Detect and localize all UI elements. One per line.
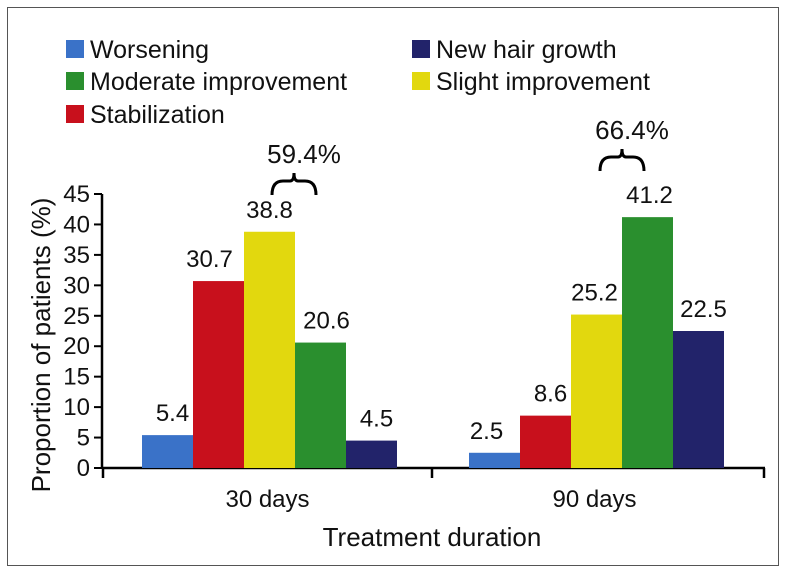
bar-value-label: 8.6: [534, 381, 567, 408]
bar: [622, 217, 673, 468]
x-tick-label: 90 days: [552, 486, 636, 513]
bar-value-label: 30.7: [186, 246, 233, 273]
legend-label: Moderate improvement: [90, 68, 347, 96]
legend: Worsening New hair growth Moderate improve…: [66, 36, 650, 129]
legend-label: Worsening: [90, 36, 209, 64]
bar: [346, 440, 397, 468]
bar: [244, 231, 295, 468]
bar: [673, 331, 724, 468]
y-tick-label: 0: [77, 455, 90, 482]
bar: [193, 281, 244, 468]
x-axis: 30 days 90 days: [101, 466, 766, 513]
y-tick-label: 30: [63, 272, 90, 299]
bar: [469, 452, 520, 468]
bar: [571, 314, 622, 468]
y-tick-label: 5: [77, 425, 90, 452]
annotation-brace: [270, 172, 318, 196]
legend-label: New hair growth: [436, 36, 617, 64]
y-tick-label: 20: [63, 333, 90, 360]
bar: [520, 415, 571, 468]
y-tick-label: 35: [63, 242, 90, 269]
bar-value-label: 25.2: [571, 280, 618, 307]
legend-label: Slight improvement: [436, 68, 650, 96]
legend-swatch: [412, 72, 430, 90]
legend-swatch: [66, 105, 84, 123]
y-tick-label: 25: [63, 303, 90, 330]
bars: 5.4 30.7 38.8 20.6 4.5 2.5 8.6 25.2 41.2 22.5: [142, 182, 727, 468]
bar-value-label: 20.6: [303, 308, 350, 335]
annotations: 59.4% 66.4%: [267, 115, 669, 196]
legend-swatch: [412, 40, 430, 58]
annotation-brace: [598, 148, 646, 172]
legend-swatch: [66, 40, 84, 58]
bar: [142, 435, 193, 468]
bar-value-label: 22.5: [680, 296, 727, 323]
bar-value-label: 5.4: [156, 400, 189, 427]
y-tick-label: 45: [63, 181, 90, 208]
bar-value-label: 2.5: [470, 418, 503, 445]
y-tick-label: 10: [63, 394, 90, 421]
bar-value-label: 4.5: [360, 406, 393, 433]
x-axis-label: Treatment duration: [323, 522, 542, 552]
bar-value-label: 38.8: [246, 197, 293, 224]
y-axis-label: Proportion of patients (%): [26, 198, 56, 493]
y-tick-label: 40: [63, 211, 90, 238]
bar-value-label: 41.2: [626, 182, 673, 209]
bar: [295, 342, 346, 468]
y-axis: 0 5 10 15 20 25 30 35 40 45: [63, 181, 104, 482]
annotation-label: 59.4%: [267, 139, 341, 169]
legend-label: Stabilization: [90, 101, 225, 129]
y-tick-label: 15: [63, 364, 90, 391]
annotation-label: 66.4%: [595, 115, 669, 145]
legend-swatch: [66, 72, 84, 90]
x-tick-label: 30 days: [225, 486, 309, 513]
